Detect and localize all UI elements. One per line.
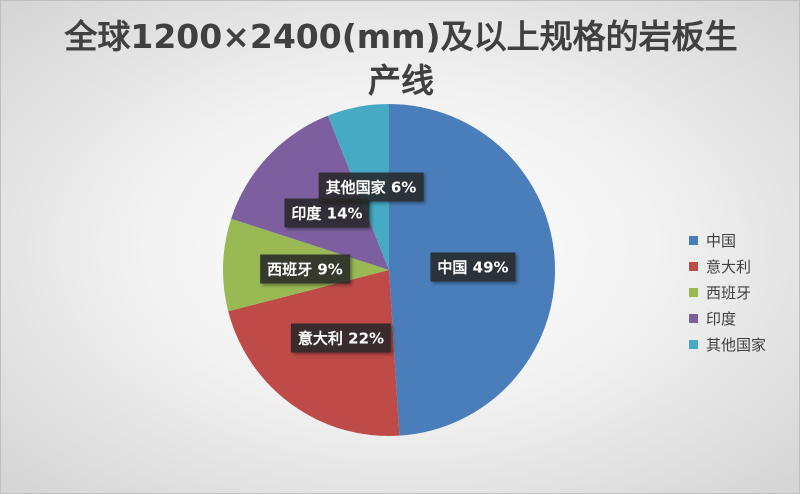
pie-slice [228, 270, 400, 436]
legend-swatch [689, 261, 698, 271]
legend: 中国意大利西班牙印度其他国家 [689, 227, 766, 357]
legend-label: 其他国家 [706, 335, 767, 354]
legend-swatch [689, 313, 698, 323]
data-label: 西班牙 9% [260, 254, 350, 284]
chart-title: 全球1200×2400(mm)及以上规格的岩板生产线 [64, 17, 738, 100]
legend-label: 意大利 [706, 257, 752, 276]
legend-swatch [689, 287, 698, 297]
legend-item: 印度 [689, 305, 766, 331]
legend-item: 中国 [689, 227, 766, 253]
legend-item: 意大利 [689, 253, 766, 279]
legend-label: 印度 [706, 309, 737, 328]
legend-swatch [689, 339, 698, 349]
data-label: 意大利 22% [290, 323, 392, 353]
data-label: 中国 49% [430, 252, 516, 282]
legend-label: 西班牙 [706, 283, 752, 302]
legend-item: 西班牙 [689, 279, 766, 305]
legend-swatch [689, 235, 698, 245]
data-label: 其他国家 6% [318, 172, 424, 202]
legend-item: 其他国家 [689, 331, 766, 357]
data-label: 印度 14% [284, 198, 370, 228]
pie-slice [231, 115, 389, 270]
legend-label: 中国 [706, 231, 737, 250]
